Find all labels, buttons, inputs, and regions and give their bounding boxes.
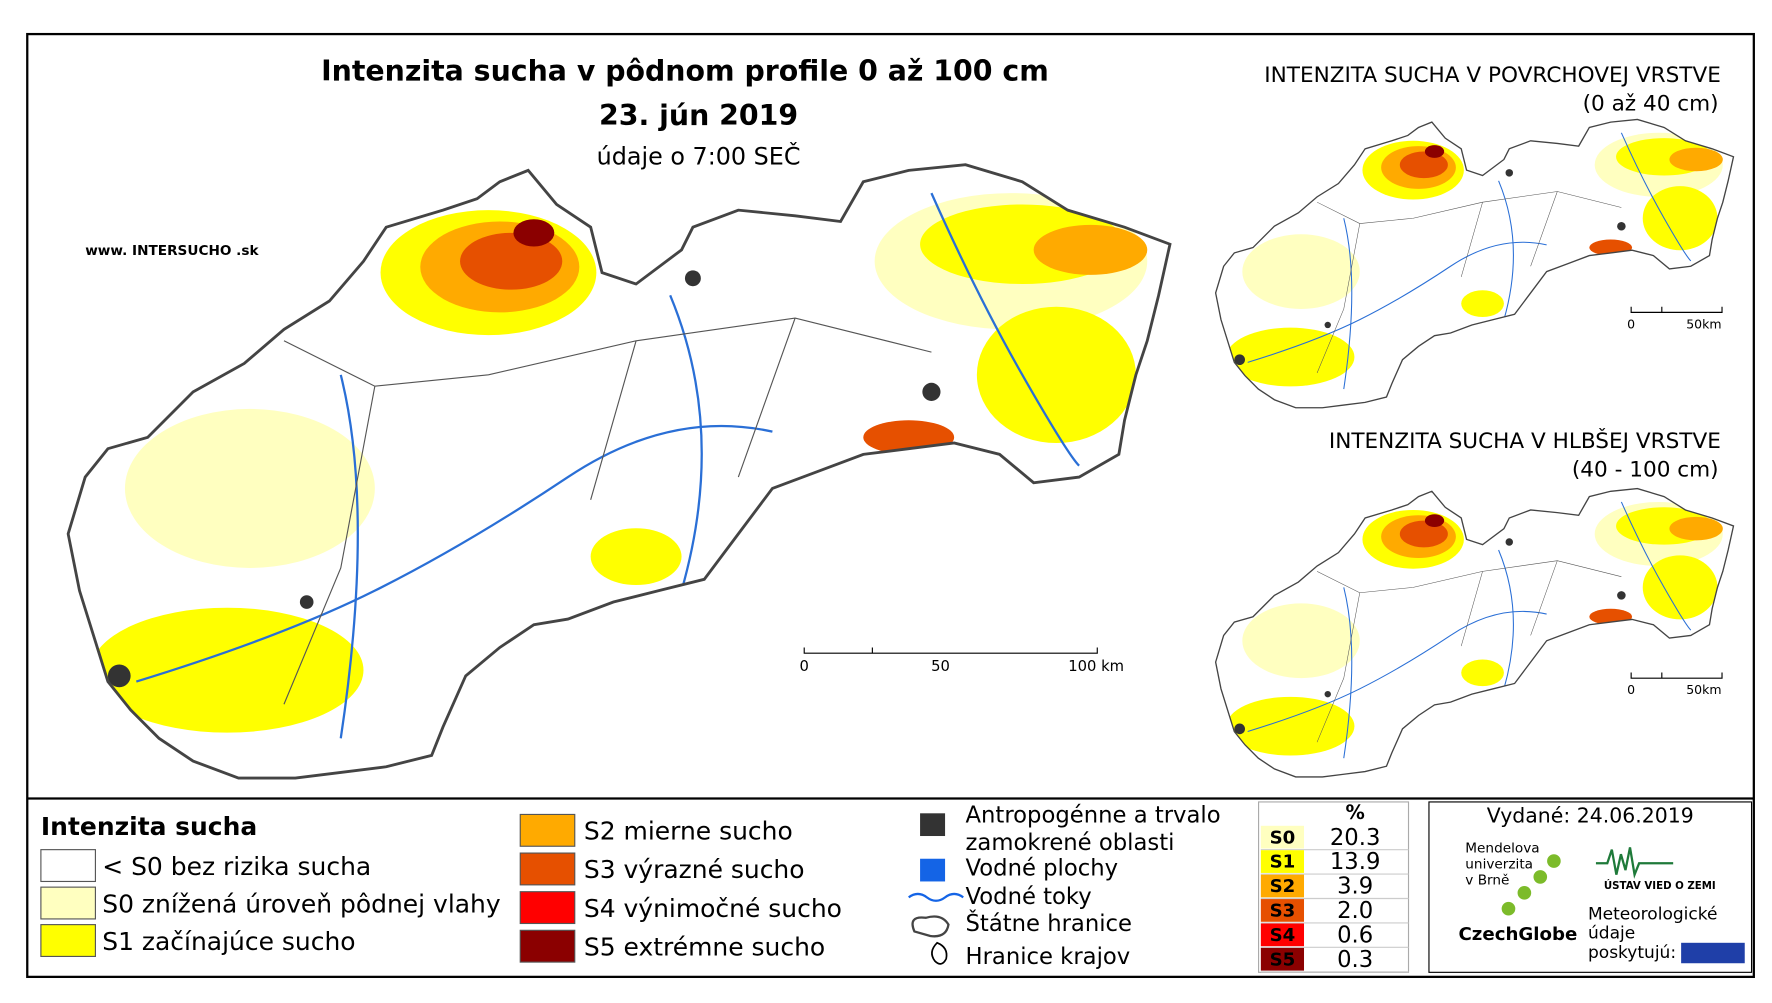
table-header: % <box>1345 801 1364 824</box>
symbol-region <box>931 941 948 965</box>
scale-bar <box>1630 306 1723 313</box>
logo-text: v Brně <box>1465 872 1509 888</box>
table-percent: 13.9 <box>1330 849 1381 875</box>
scale-label: 50km <box>1686 682 1721 697</box>
scale-bar <box>1630 672 1723 679</box>
logo-text: Meteorologické <box>1588 904 1717 924</box>
logo-text: univerzita <box>1465 856 1533 872</box>
legend-swatch <box>519 813 576 847</box>
table-class: S2 <box>1270 876 1296 897</box>
table-percent: 2.0 <box>1337 898 1373 924</box>
table-class: S1 <box>1270 852 1296 873</box>
legend-label: S2 mierne sucho <box>584 817 793 846</box>
table-class-cell <box>1260 923 1305 947</box>
scale-label: 50 <box>931 658 950 675</box>
issued: Vydané: 24.06.2019 <box>1487 804 1694 828</box>
symbol-label: Hranice krajov <box>966 944 1131 970</box>
logo-dot <box>1533 870 1548 884</box>
legend-label: S4 výnimočné sucho <box>584 894 842 923</box>
inset-subtitle: (0 až 40 cm) <box>1583 92 1719 117</box>
table-class-cell <box>1260 825 1305 849</box>
scale-label: 100 km <box>1068 658 1124 675</box>
legend-label: S1 začínajúce sucho <box>102 927 355 956</box>
symbol-border <box>911 915 950 938</box>
logo-text: Mendelova <box>1465 841 1539 857</box>
logo-text: CzechGlobe <box>1458 924 1577 945</box>
scale-label: 0 <box>1627 682 1635 697</box>
table-class: S5 <box>1270 949 1296 970</box>
table-class: S4 <box>1270 925 1296 946</box>
legend-swatch <box>519 929 576 963</box>
table-class-cell <box>1260 874 1305 898</box>
symbol-label: Vodné toky <box>966 884 1092 910</box>
symbol-water <box>920 858 946 882</box>
scale-label: 0 <box>800 658 809 675</box>
table-class: S0 <box>1270 827 1296 848</box>
table-percent: 0.6 <box>1337 922 1373 948</box>
date: 23. jún 2019 <box>599 99 798 132</box>
table-class-cell <box>1260 899 1305 922</box>
legend-swatch <box>519 852 576 886</box>
legend-label: S3 výrazné sucho <box>584 855 805 884</box>
inset-subtitle: (40 - 100 cm) <box>1572 457 1719 482</box>
symbol-urban <box>920 813 946 837</box>
legend-swatch <box>519 891 576 925</box>
logo-dot <box>1501 901 1516 916</box>
logo-text: údaje <box>1588 924 1635 944</box>
logo-shmu <box>1681 942 1745 964</box>
logo-dot <box>1517 886 1532 900</box>
legend-label: < S0 bez rizika sucha <box>102 852 371 881</box>
table-class-cell <box>1260 947 1305 971</box>
legend-label: S5 extrémne sucho <box>584 932 825 961</box>
table-percent: 0.3 <box>1337 947 1373 973</box>
legend-title: Intenzita sucha <box>41 812 257 841</box>
symbol-label: Štátne hranice <box>966 909 1132 937</box>
table-class-cell <box>1260 850 1305 873</box>
logo-frame <box>1428 801 1753 973</box>
table-percent: 20.3 <box>1330 825 1381 851</box>
inset-title: INTENZITA SUCHA V HLBŠEJ VRSTVE <box>1329 428 1721 454</box>
legend-swatch <box>40 924 96 957</box>
scale-bar <box>803 647 1098 654</box>
scale-label: 0 <box>1627 316 1635 331</box>
inset-title: INTENZITA SUCHA V POVRCHOVEJ VRSTVE <box>1264 63 1721 88</box>
legend-label: S0 znížená úroveň pôdnej vlahy <box>102 889 501 918</box>
time: údaje o 7:00 SEČ <box>597 142 801 170</box>
website: www. INTERSUCHO .sk <box>85 243 259 259</box>
symbol-river <box>908 892 964 902</box>
legend-swatch <box>40 886 96 920</box>
table-percent: 3.9 <box>1337 874 1373 900</box>
scale-label: 50km <box>1686 316 1721 331</box>
table-class: S3 <box>1270 901 1296 922</box>
logo-text: poskytujú: <box>1588 943 1676 963</box>
logo-dot <box>1547 854 1561 868</box>
logo-text: ÚSTAV VIED O ZEMI <box>1604 879 1716 892</box>
logo-wave <box>1595 847 1674 879</box>
symbol-label: Antropogénne a trvalo zamokrené oblasti <box>966 802 1221 855</box>
title: Intenzita sucha v pôdnom profile 0 až 10… <box>321 55 1049 88</box>
symbol-label: Vodné plochy <box>966 855 1119 881</box>
legend-swatch <box>40 849 96 883</box>
